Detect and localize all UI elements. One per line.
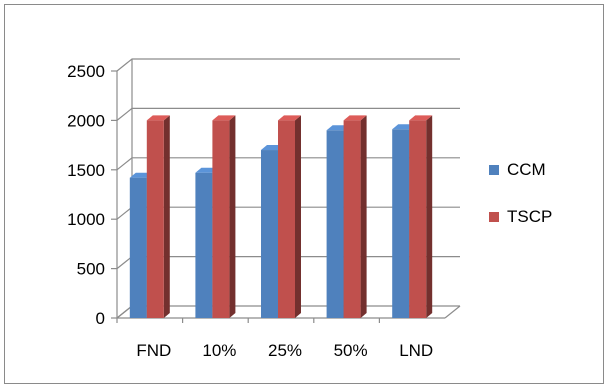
x-tick-label: 50% <box>334 341 368 360</box>
y-tick-label: 2500 <box>67 62 105 81</box>
bar-tscp-10pct <box>212 115 236 319</box>
legend-label-tscp: TSCP <box>507 207 552 226</box>
x-tick-label: LND <box>399 341 433 360</box>
bar-front <box>129 177 147 318</box>
bar-side <box>163 115 170 319</box>
bar-front <box>343 120 361 319</box>
bar-side <box>295 115 301 319</box>
gridline <box>116 107 460 121</box>
bar-side <box>426 115 433 319</box>
bar-front <box>409 120 427 319</box>
bar-front <box>212 120 230 319</box>
bar-top <box>278 115 301 121</box>
legend-swatch-ccm <box>489 165 499 175</box>
y-tick-label: 500 <box>77 260 105 279</box>
bar-top <box>212 115 236 121</box>
x-tick-label: 10% <box>202 341 236 360</box>
bar-tscp-lnd <box>409 115 433 319</box>
y-tick-label: 1500 <box>67 161 105 180</box>
bar-top <box>409 115 433 121</box>
bar-side <box>360 115 367 319</box>
x-tick-label: FND <box>136 341 171 360</box>
bar-tscp-fnd <box>146 115 170 319</box>
floor-right-edge <box>444 305 461 319</box>
x-tick-label: 25% <box>268 341 302 360</box>
bar-tscp-25pct <box>278 115 301 319</box>
legend-swatch-tscp <box>489 212 499 222</box>
bar-tscp-50pct <box>343 115 367 319</box>
bar-front <box>326 130 344 318</box>
bar-front <box>146 120 164 319</box>
bar-front <box>261 150 278 318</box>
bar-top <box>343 115 367 121</box>
gridline <box>116 58 460 72</box>
bar-front <box>392 129 410 318</box>
y-tick-label: 0 <box>96 309 105 328</box>
y-tick-label: 2000 <box>67 111 105 130</box>
y-tick-label: 1000 <box>67 210 105 229</box>
bar-front <box>278 120 295 319</box>
chart-frame <box>4 4 604 384</box>
bar-top <box>146 115 170 121</box>
bar-side <box>229 115 236 319</box>
bar-front <box>195 172 213 318</box>
legend-label-ccm: CCM <box>507 160 546 179</box>
